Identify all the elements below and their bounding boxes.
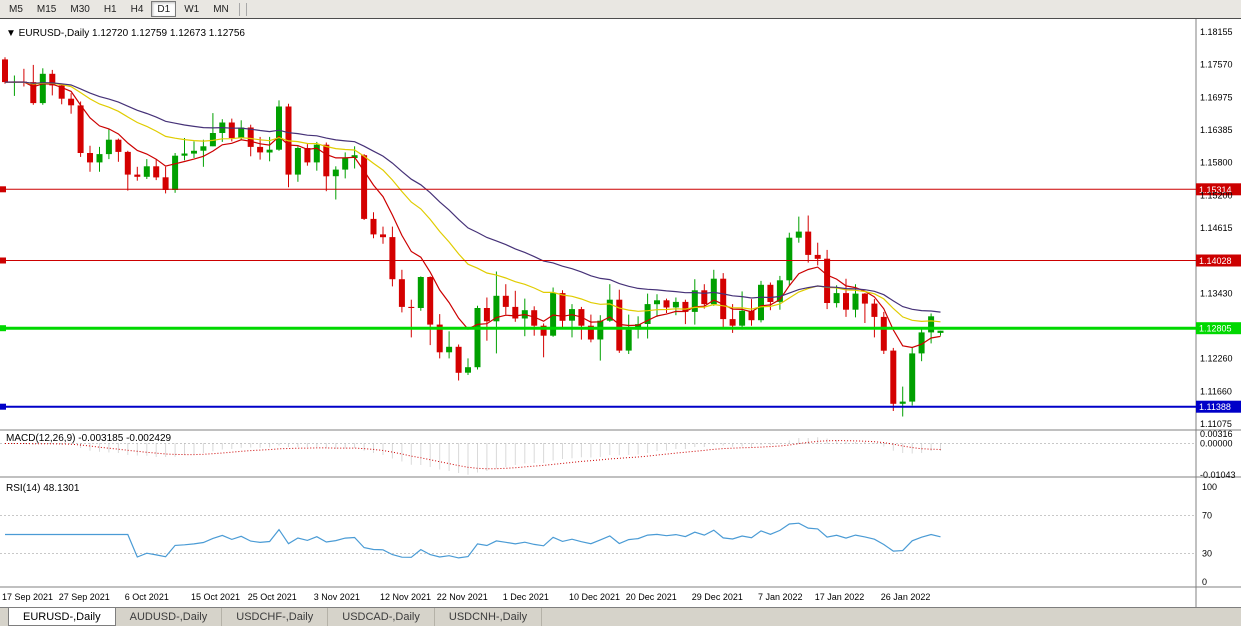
svg-text:1.14615: 1.14615 <box>1200 223 1233 233</box>
svg-text:1.15800: 1.15800 <box>1200 157 1233 167</box>
chart-canvas[interactable]: 1.15314 1.14028 1.12805 1.11388 1.18155 1.175… <box>0 19 1241 607</box>
timeframe-w1-button[interactable]: W1 <box>178 1 205 17</box>
svg-text:1.15314: 1.15314 <box>1199 185 1232 195</box>
svg-text:1.16385: 1.16385 <box>1200 125 1233 135</box>
timeframe-h1-button[interactable]: H1 <box>98 1 123 17</box>
svg-text:MACD(12,26,9) -0.003185 -0.002: MACD(12,26,9) -0.003185 -0.002429 <box>6 433 172 444</box>
toolbar-separator <box>238 2 240 16</box>
svg-text:1.11388: 1.11388 <box>1199 402 1231 412</box>
chart-tabs: EURUSD-,Daily AUDUSD-,Daily USDCHF-,Dail… <box>0 607 1241 626</box>
toolbar-separator <box>245 2 247 16</box>
tab-usdcnh-daily[interactable]: USDCNH-,Daily <box>435 608 543 626</box>
tab-eurusd-daily[interactable]: EURUSD-,Daily <box>8 608 116 626</box>
svg-text:100: 100 <box>1202 482 1217 492</box>
tab-usdchf-daily[interactable]: USDCHF-,Daily <box>222 608 329 626</box>
svg-text:15 Oct 2021: 15 Oct 2021 <box>191 592 240 602</box>
svg-text:0.00000: 0.00000 <box>1200 439 1233 449</box>
svg-text:17 Sep 2021: 17 Sep 2021 <box>2 592 53 602</box>
svg-text:17 Jan 2022: 17 Jan 2022 <box>815 592 865 602</box>
timeframe-h4-button[interactable]: H4 <box>125 1 150 17</box>
svg-text:1 Dec 2021: 1 Dec 2021 <box>503 592 549 602</box>
timeframe-d1-button[interactable]: D1 <box>151 1 177 17</box>
svg-text:1.15200: 1.15200 <box>1200 191 1233 201</box>
svg-text:1.12805: 1.12805 <box>1199 324 1232 334</box>
svg-text:30: 30 <box>1202 549 1212 559</box>
svg-text:RSI(14) 48.1301: RSI(14) 48.1301 <box>6 483 80 494</box>
tab-audusd-daily[interactable]: AUDUSD-,Daily <box>116 608 223 626</box>
timeframe-m5-button[interactable]: M5 <box>3 1 29 17</box>
svg-text:70: 70 <box>1202 511 1212 521</box>
svg-text:25 Oct 2021: 25 Oct 2021 <box>248 592 297 602</box>
timeframe-m30-button[interactable]: M30 <box>64 1 95 17</box>
svg-text:27 Sep 2021: 27 Sep 2021 <box>59 592 110 602</box>
svg-text:-0.01043: -0.01043 <box>1200 470 1236 480</box>
svg-text:3 Nov 2021: 3 Nov 2021 <box>314 592 360 602</box>
svg-text:26 Jan 2022: 26 Jan 2022 <box>881 592 931 602</box>
svg-text:1.13430: 1.13430 <box>1200 289 1233 299</box>
timeframe-mn-button[interactable]: MN <box>207 1 235 17</box>
svg-text:10 Dec 2021: 10 Dec 2021 <box>569 592 620 602</box>
svg-text:22 Nov 2021: 22 Nov 2021 <box>437 592 488 602</box>
svg-text:29 Dec 2021: 29 Dec 2021 <box>692 592 743 602</box>
svg-text:1.16975: 1.16975 <box>1200 92 1233 102</box>
svg-text:6 Oct 2021: 6 Oct 2021 <box>125 592 169 602</box>
svg-text:12 Nov 2021: 12 Nov 2021 <box>380 592 431 602</box>
svg-text:7 Jan 2022: 7 Jan 2022 <box>758 592 803 602</box>
svg-text:20 Dec 2021: 20 Dec 2021 <box>626 592 677 602</box>
svg-text:1.11075: 1.11075 <box>1200 419 1232 429</box>
svg-text:0.00316: 0.00316 <box>1200 429 1233 439</box>
svg-text:1.14028: 1.14028 <box>1199 256 1232 266</box>
timeframe-m15-button[interactable]: M15 <box>31 1 62 17</box>
svg-text:1.12260: 1.12260 <box>1200 353 1233 363</box>
svg-text:0: 0 <box>1202 577 1207 587</box>
svg-text:1.11660: 1.11660 <box>1200 387 1232 397</box>
svg-text:▼ EURUSD-,Daily 1.12720 1.127: ▼ EURUSD-,Daily 1.12720 1.12759 1.12673 … <box>6 28 245 39</box>
svg-text:1.18155: 1.18155 <box>1200 27 1233 37</box>
tab-usdcad-daily[interactable]: USDCAD-,Daily <box>328 608 435 626</box>
svg-text:1.17570: 1.17570 <box>1200 59 1233 69</box>
timeframe-toolbar: M5 M15 M30 H1 H4 D1 W1 MN <box>0 0 1241 19</box>
